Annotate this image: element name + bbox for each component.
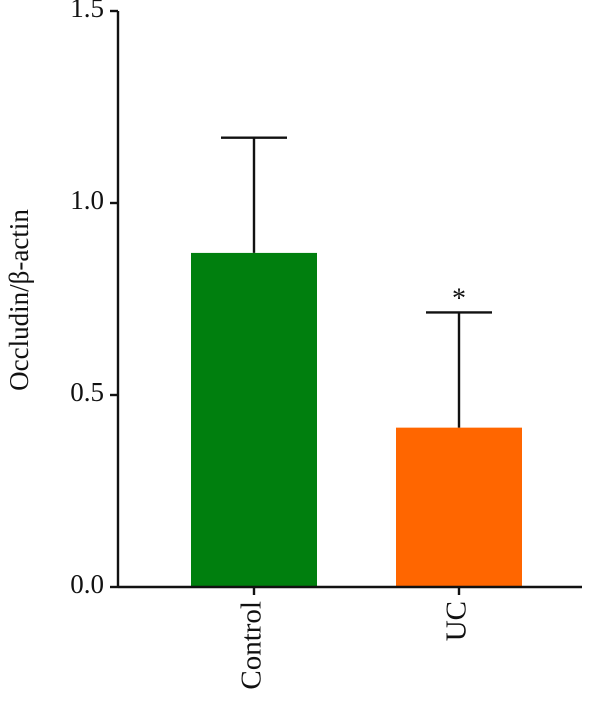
y-tick-label: 1.0 — [70, 185, 104, 215]
bar-uc — [396, 427, 522, 587]
plot-area: * 0.0 0.5 1.0 1.5 Control UC — [70, 0, 582, 690]
bar-control — [191, 252, 317, 588]
significance-marker: * — [452, 283, 466, 314]
x-tick-label-uc: UC — [441, 601, 473, 641]
y-tick-label: 0.0 — [70, 569, 104, 599]
y-tick-label: 1.5 — [70, 0, 104, 23]
y-axis-label: Occludin/β-actin — [4, 209, 34, 391]
x-tick-label-control: Control — [236, 601, 268, 690]
y-tick-label: 0.5 — [70, 377, 104, 407]
